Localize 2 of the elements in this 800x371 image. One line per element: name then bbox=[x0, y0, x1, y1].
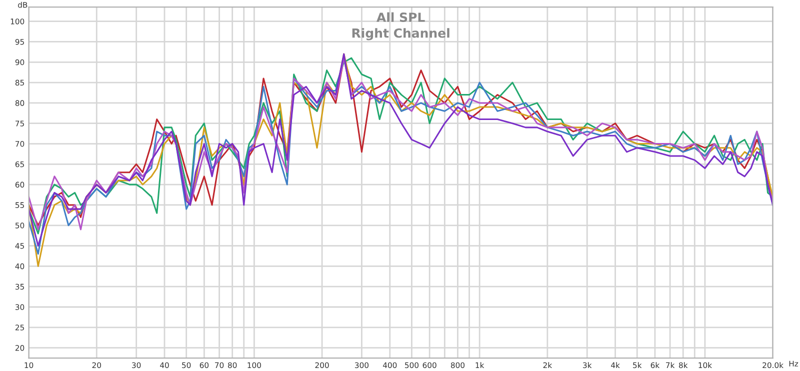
text: Right Channel bbox=[352, 28, 450, 40]
chart-title: All SPL bbox=[376, 12, 425, 22]
